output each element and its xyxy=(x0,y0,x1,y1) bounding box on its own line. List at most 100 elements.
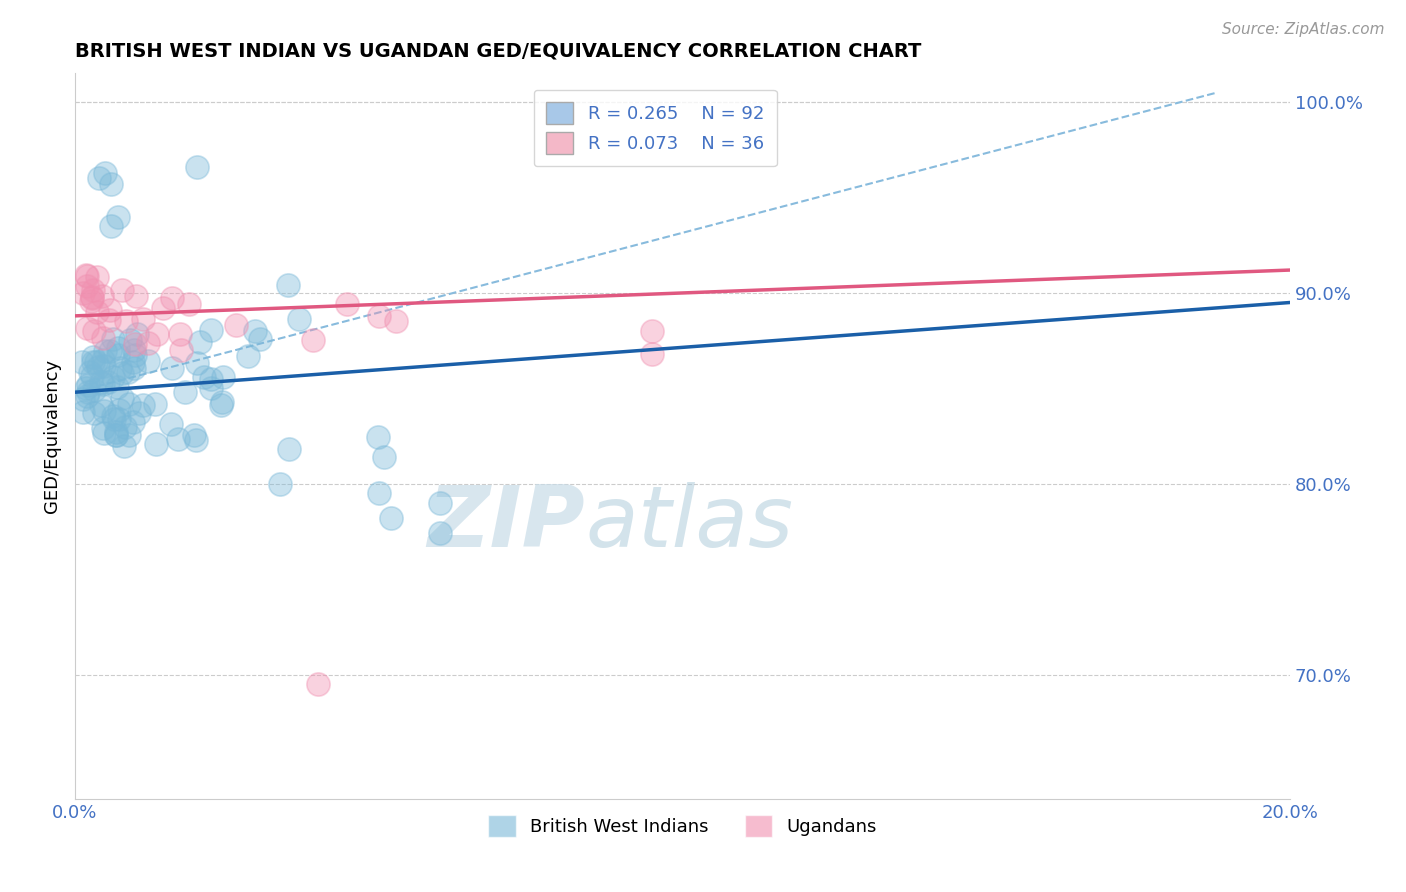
Point xyxy=(100,178,122,192)
Point xyxy=(269,476,291,491)
Point xyxy=(170,343,193,357)
Point xyxy=(108,361,131,376)
Point xyxy=(91,353,114,368)
Point xyxy=(86,269,108,284)
Point xyxy=(200,323,222,337)
Point xyxy=(173,384,195,399)
Point xyxy=(136,336,159,351)
Point xyxy=(105,427,128,442)
Point xyxy=(107,210,129,224)
Point xyxy=(82,355,104,369)
Point xyxy=(75,381,97,395)
Point xyxy=(103,370,125,384)
Point xyxy=(72,392,94,406)
Point xyxy=(104,428,127,442)
Point xyxy=(103,409,125,423)
Point xyxy=(83,384,105,398)
Point xyxy=(91,376,114,391)
Point xyxy=(97,375,120,389)
Point xyxy=(121,355,143,369)
Point xyxy=(277,442,299,457)
Point xyxy=(146,327,169,342)
Point xyxy=(105,380,128,394)
Point xyxy=(80,290,103,304)
Point xyxy=(117,365,139,379)
Point xyxy=(162,291,184,305)
Y-axis label: GED/Equivalency: GED/Equivalency xyxy=(44,359,60,513)
Legend: British West Indians, Ugandans: British West Indians, Ugandans xyxy=(481,808,884,844)
Point xyxy=(80,291,103,305)
Point xyxy=(80,368,103,383)
Point xyxy=(93,425,115,440)
Point xyxy=(367,486,389,500)
Point xyxy=(145,396,167,410)
Point xyxy=(100,343,122,358)
Point xyxy=(193,369,215,384)
Point xyxy=(188,334,211,349)
Point xyxy=(107,348,129,362)
Point xyxy=(83,324,105,338)
Point xyxy=(200,372,222,386)
Point xyxy=(225,318,247,333)
Point xyxy=(238,349,260,363)
Point xyxy=(288,312,311,326)
Point xyxy=(111,284,134,298)
Point xyxy=(184,433,207,447)
Point xyxy=(145,436,167,450)
Point xyxy=(373,450,395,464)
Point xyxy=(90,289,112,303)
Point xyxy=(84,355,107,369)
Point xyxy=(83,406,105,420)
Point xyxy=(249,332,271,346)
Point xyxy=(76,377,98,392)
Point xyxy=(301,334,323,348)
Point xyxy=(336,297,359,311)
Point xyxy=(641,347,664,361)
Point xyxy=(385,314,408,328)
Point xyxy=(111,366,134,380)
Point xyxy=(243,324,266,338)
Point xyxy=(177,297,200,311)
Text: BRITISH WEST INDIAN VS UGANDAN GED/EQUIVALENCY CORRELATION CHART: BRITISH WEST INDIAN VS UGANDAN GED/EQUIV… xyxy=(75,42,921,61)
Point xyxy=(76,321,98,335)
Text: atlas: atlas xyxy=(585,482,793,565)
Point xyxy=(90,398,112,412)
Point xyxy=(111,391,134,405)
Point xyxy=(94,166,117,180)
Point xyxy=(122,343,145,358)
Point xyxy=(124,348,146,362)
Point xyxy=(277,278,299,293)
Point xyxy=(103,412,125,426)
Point xyxy=(128,406,150,420)
Point xyxy=(124,337,146,351)
Point xyxy=(104,425,127,439)
Point xyxy=(79,365,101,379)
Point xyxy=(94,344,117,359)
Point xyxy=(169,326,191,341)
Point xyxy=(307,677,329,691)
Point xyxy=(91,421,114,435)
Point xyxy=(112,440,135,454)
Point xyxy=(76,388,98,402)
Point xyxy=(98,313,121,327)
Point xyxy=(209,398,232,412)
Point xyxy=(76,268,98,283)
Point xyxy=(152,301,174,315)
Point xyxy=(200,381,222,395)
Point xyxy=(86,360,108,375)
Point xyxy=(89,171,111,186)
Point xyxy=(367,430,389,444)
Point xyxy=(641,324,664,338)
Point xyxy=(122,415,145,429)
Point xyxy=(108,403,131,417)
Point xyxy=(122,360,145,375)
Point xyxy=(429,496,451,510)
Point xyxy=(114,420,136,434)
Point xyxy=(186,356,208,370)
Point xyxy=(76,279,98,293)
Point xyxy=(89,375,111,389)
Point xyxy=(160,417,183,431)
Point xyxy=(132,312,155,326)
Point xyxy=(118,428,141,442)
Point xyxy=(186,161,208,175)
